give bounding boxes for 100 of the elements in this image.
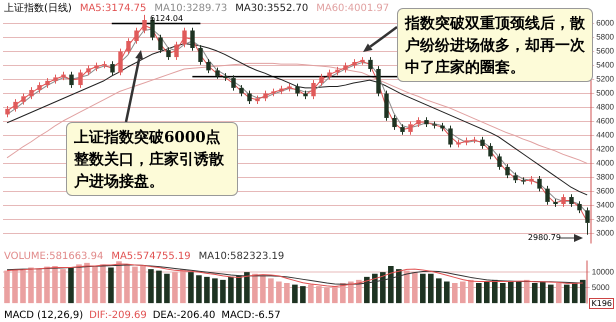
- y-tick-label: 5000: [592, 282, 610, 292]
- bar: [132, 266, 138, 304]
- bar: [380, 272, 386, 304]
- candlestick: [231, 74, 236, 92]
- candlestick: [376, 66, 381, 97]
- bar: [244, 272, 250, 304]
- bar: [212, 278, 218, 304]
- candlestick: [384, 90, 389, 122]
- bar: [36, 268, 42, 304]
- text: MA60:4001.97: [316, 3, 390, 14]
- candlestick: [545, 185, 550, 206]
- candlestick: [37, 82, 42, 94]
- bar: [220, 280, 226, 304]
- bar: [556, 283, 562, 304]
- bar: [500, 283, 506, 304]
- candlestick: [295, 83, 300, 97]
- candlestick: [497, 153, 502, 170]
- series-label: MA10:582323.19: [198, 251, 284, 262]
- bar: [308, 284, 314, 304]
- candlestick: [561, 194, 566, 208]
- y-tick-label: 3600: [596, 186, 615, 196]
- y-tick-label: 3400: [596, 200, 615, 210]
- bar: [84, 262, 90, 304]
- bar: [524, 280, 530, 304]
- y-tick-label: 4000: [596, 158, 615, 168]
- candlestick: [190, 27, 195, 52]
- bar: [116, 261, 122, 304]
- candlestick: [198, 44, 203, 66]
- bar: [260, 275, 266, 304]
- candlestick: [488, 142, 493, 160]
- bar: [532, 283, 538, 304]
- bar: [4, 270, 10, 304]
- bar: [28, 268, 34, 304]
- y-tick-label: 3000: [596, 228, 615, 238]
- bar: [164, 274, 170, 304]
- candlestick: [206, 58, 211, 74]
- bar: [412, 272, 418, 304]
- candlestick: [102, 60, 107, 69]
- bar: [172, 272, 178, 304]
- candlestick: [134, 27, 139, 44]
- bar: [180, 269, 186, 304]
- bar: [428, 274, 434, 304]
- bar: [476, 283, 482, 304]
- candlestick: [416, 116, 421, 128]
- candlestick: [424, 116, 429, 128]
- bar: [252, 274, 258, 304]
- y-tick-label: 3800: [596, 172, 615, 182]
- bar: [396, 269, 402, 304]
- bar: [68, 268, 74, 304]
- bar: [196, 275, 202, 304]
- bar: [324, 288, 330, 304]
- candlestick: [263, 90, 268, 102]
- annotation: 上证指数突破6000点整数关口，庄家引诱散户进场接盘。: [66, 122, 238, 196]
- bar: [452, 283, 458, 304]
- candlestick: [303, 90, 308, 100]
- candlestick: [279, 85, 284, 95]
- bar: [420, 274, 426, 304]
- bar: [388, 266, 394, 304]
- candlestick: [400, 124, 405, 136]
- candlestick: [126, 38, 131, 55]
- candlestick: [480, 136, 485, 150]
- y-tick-label: 5800: [596, 32, 615, 42]
- bar: [108, 268, 114, 304]
- candlestick: [158, 34, 163, 54]
- y-tick-label: 5600: [596, 46, 615, 56]
- bar: [12, 269, 18, 304]
- text: DEA:-206.40: [152, 310, 216, 321]
- candlestick: [352, 58, 357, 69]
- text: MA30:3552.70: [235, 3, 308, 14]
- candlestick: [505, 164, 510, 179]
- y-tick-label: 4800: [596, 102, 615, 112]
- bar: [236, 275, 242, 304]
- y-tick-label: 4200: [596, 144, 615, 154]
- bar: [572, 283, 578, 304]
- y-tick-label: 4600: [596, 116, 615, 126]
- bar: [468, 280, 474, 304]
- series-label: MA10:3289.73: [154, 3, 228, 14]
- bar: [300, 286, 306, 304]
- candlestick: [577, 200, 582, 214]
- bar: [92, 266, 98, 304]
- y-tick-label: 5200: [596, 74, 615, 84]
- y-tick-label: 5400: [596, 60, 615, 70]
- bar: [148, 269, 154, 304]
- bar: [204, 276, 210, 304]
- series-label: MA5:574755.19: [111, 251, 191, 262]
- candlestick: [94, 62, 99, 72]
- candlestick: [53, 74, 58, 84]
- bar: [460, 281, 466, 304]
- chart-title: 上证指数(日线): [4, 3, 72, 14]
- bar: [540, 281, 546, 304]
- y-tick-label: 3200: [596, 214, 615, 224]
- candlestick: [118, 48, 123, 76]
- candlestick: [311, 80, 316, 100]
- bar: [332, 286, 338, 304]
- candlestick: [13, 98, 18, 112]
- candlestick: [319, 73, 324, 86]
- candlestick: [69, 71, 74, 88]
- bar: [404, 270, 410, 304]
- y-tick-label: 4400: [596, 130, 615, 140]
- candlestick: [110, 60, 115, 76]
